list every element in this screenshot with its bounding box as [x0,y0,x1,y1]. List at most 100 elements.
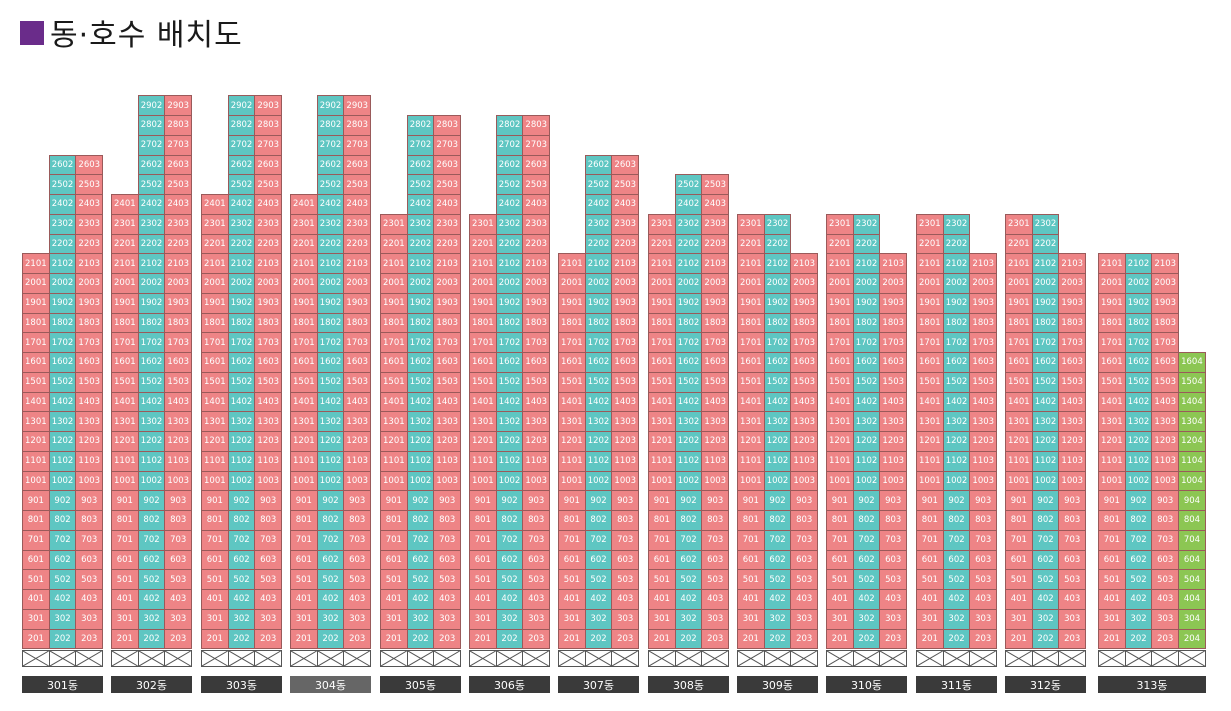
unit-311-1301[interactable]: 1301 [916,411,944,432]
unit-306-2301[interactable]: 2301 [469,213,497,235]
unit-312-1702[interactable]: 1702 [1031,332,1060,353]
unit-302-1401[interactable]: 1401 [111,391,139,413]
unit-304-1003[interactable]: 1003 [343,470,372,492]
unit-305-2003[interactable]: 2003 [433,273,462,294]
unit-304-1401[interactable]: 1401 [290,391,318,413]
unit-304-2802[interactable]: 2802 [316,115,345,136]
unit-306-302[interactable]: 302 [495,608,524,630]
unit-301-1301[interactable]: 1301 [22,411,50,432]
unit-311-1802[interactable]: 1802 [942,312,971,334]
unit-302-1502[interactable]: 1502 [137,371,166,393]
unit-312-1302[interactable]: 1302 [1031,411,1060,432]
unit-309-1002[interactable]: 1002 [763,470,792,492]
unit-309-2202[interactable]: 2202 [763,233,792,255]
unit-311-1702[interactable]: 1702 [942,332,971,353]
building-label-305[interactable]: 305동 [380,676,461,693]
unit-309-1701[interactable]: 1701 [737,332,765,353]
unit-305-1601[interactable]: 1601 [380,352,408,373]
unit-309-301[interactable]: 301 [737,608,765,630]
unit-307-2001[interactable]: 2001 [558,273,586,294]
unit-306-1201[interactable]: 1201 [469,431,497,452]
unit-307-901[interactable]: 901 [558,490,586,511]
unit-304-2301[interactable]: 2301 [290,213,318,235]
unit-308-2303[interactable]: 2303 [701,213,730,235]
unit-313-1204[interactable]: 1204 [1178,431,1206,452]
unit-304-402[interactable]: 402 [316,589,345,610]
unit-301-701[interactable]: 701 [22,529,50,551]
unit-307-1603[interactable]: 1603 [611,352,640,373]
unit-306-403[interactable]: 403 [522,589,551,610]
unit-307-1102[interactable]: 1102 [584,450,613,472]
unit-304-2103[interactable]: 2103 [343,253,372,274]
unit-311-2201[interactable]: 2201 [916,233,944,255]
unit-306-2103[interactable]: 2103 [522,253,551,274]
unit-303-303[interactable]: 303 [254,608,283,630]
unit-311-203[interactable]: 203 [969,628,998,650]
unit-306-2803[interactable]: 2803 [522,115,551,136]
unit-311-1302[interactable]: 1302 [942,411,971,432]
unit-309-1702[interactable]: 1702 [763,332,792,353]
unit-309-403[interactable]: 403 [790,589,819,610]
unit-303-2003[interactable]: 2003 [254,273,283,294]
unit-302-702[interactable]: 702 [137,529,166,551]
unit-310-1701[interactable]: 1701 [826,332,854,353]
unit-307-1103[interactable]: 1103 [611,450,640,472]
unit-303-2802[interactable]: 2802 [227,115,256,136]
unit-304-702[interactable]: 702 [316,529,345,551]
unit-303-903[interactable]: 903 [254,490,283,511]
unit-311-503[interactable]: 503 [969,569,998,590]
unit-303-1001[interactable]: 1001 [201,470,229,492]
unit-312-603[interactable]: 603 [1058,549,1087,571]
unit-301-2403[interactable]: 2403 [75,194,104,215]
unit-303-602[interactable]: 602 [227,549,256,571]
unit-313-1802[interactable]: 1802 [1124,312,1153,334]
unit-311-701[interactable]: 701 [916,529,944,551]
unit-313-501[interactable]: 501 [1098,569,1126,590]
unit-302-1002[interactable]: 1002 [137,470,166,492]
unit-305-1501[interactable]: 1501 [380,371,408,393]
unit-310-1203[interactable]: 1203 [879,431,908,452]
unit-307-702[interactable]: 702 [584,529,613,551]
unit-313-1903[interactable]: 1903 [1151,292,1180,314]
unit-312-302[interactable]: 302 [1031,608,1060,630]
unit-310-902[interactable]: 902 [852,490,881,511]
unit-308-201[interactable]: 201 [648,628,676,650]
unit-306-1301[interactable]: 1301 [469,411,497,432]
unit-313-801[interactable]: 801 [1098,510,1126,531]
unit-313-301[interactable]: 301 [1098,608,1126,630]
unit-310-1903[interactable]: 1903 [879,292,908,314]
unit-311-501[interactable]: 501 [916,569,944,590]
unit-302-1302[interactable]: 1302 [137,411,166,432]
unit-312-503[interactable]: 503 [1058,569,1087,590]
building-label-303[interactable]: 303동 [201,676,282,693]
unit-302-1803[interactable]: 1803 [164,312,193,334]
unit-304-1303[interactable]: 1303 [343,411,372,432]
unit-312-1102[interactable]: 1102 [1031,450,1060,472]
unit-303-703[interactable]: 703 [254,529,283,551]
unit-302-403[interactable]: 403 [164,589,193,610]
unit-301-502[interactable]: 502 [48,569,77,590]
unit-305-1102[interactable]: 1102 [406,450,435,472]
unit-313-1502[interactable]: 1502 [1124,371,1153,393]
unit-305-2402[interactable]: 2402 [406,194,435,215]
unit-311-1603[interactable]: 1603 [969,352,998,373]
unit-303-2203[interactable]: 2203 [254,233,283,255]
unit-307-703[interactable]: 703 [611,529,640,551]
unit-305-2803[interactable]: 2803 [433,115,462,136]
unit-310-1301[interactable]: 1301 [826,411,854,432]
unit-303-2603[interactable]: 2603 [254,154,283,176]
unit-301-1701[interactable]: 1701 [22,332,50,353]
unit-304-701[interactable]: 701 [290,529,318,551]
unit-311-2202[interactable]: 2202 [942,233,971,255]
unit-303-1501[interactable]: 1501 [201,371,229,393]
unit-302-2001[interactable]: 2001 [111,273,139,294]
unit-305-601[interactable]: 601 [380,549,408,571]
unit-312-1502[interactable]: 1502 [1031,371,1060,393]
unit-311-303[interactable]: 303 [969,608,998,630]
unit-305-1301[interactable]: 1301 [380,411,408,432]
unit-303-501[interactable]: 501 [201,569,229,590]
unit-312-2001[interactable]: 2001 [1005,273,1033,294]
unit-313-2101[interactable]: 2101 [1098,253,1126,274]
unit-301-2202[interactable]: 2202 [48,233,77,255]
unit-309-501[interactable]: 501 [737,569,765,590]
